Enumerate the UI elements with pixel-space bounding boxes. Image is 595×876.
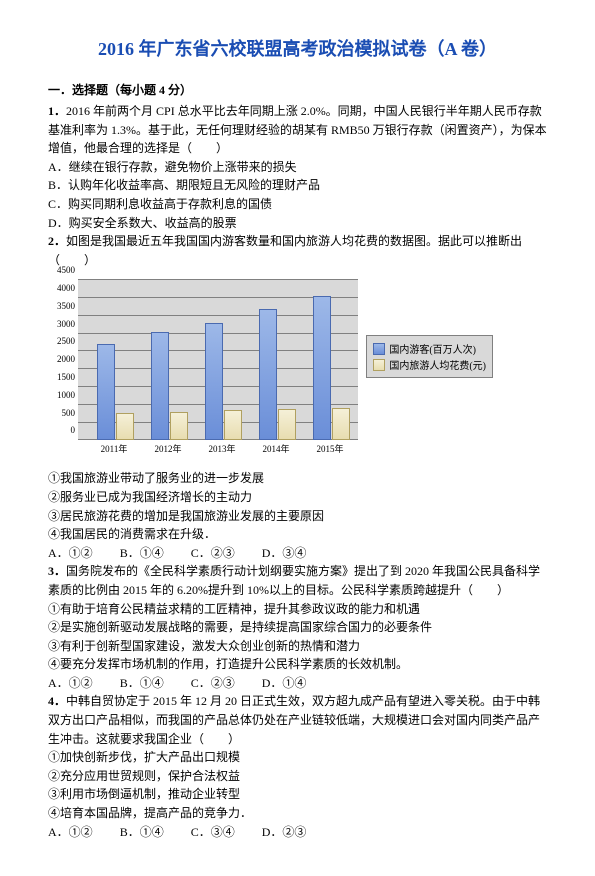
bar-series-a <box>205 323 223 441</box>
q4-c2: ②充分应用世贸规则，保护合法权益 <box>48 767 547 786</box>
y-tick-label: 1500 <box>57 372 75 382</box>
bar-series-b <box>224 410 242 440</box>
grid-line <box>78 279 358 280</box>
q2-c1: ①我国旅游业带动了服务业的进一步发展 <box>48 469 547 488</box>
y-tick-label: 0 <box>71 425 76 435</box>
q4-stem: 4．中韩自贸协定于 2015 年 12 月 20 日正式生效，双方超九成产品有望… <box>48 692 547 748</box>
q2-num: 2． <box>48 234 66 248</box>
q4-optA: A．①② <box>48 825 93 839</box>
y-axis: 050010001500200025003000350040004500 <box>48 280 78 440</box>
y-tick-label: 3500 <box>57 301 75 311</box>
bar-series-b <box>278 409 296 441</box>
q3-optA: A．①② <box>48 676 93 690</box>
bar-group <box>151 332 188 441</box>
bar-series-b <box>332 408 350 440</box>
q2-options: A．①② B．①④ C．②③ D．③④ <box>48 544 547 563</box>
q3-options: A．①② B．①④ C．②③ D．①④ <box>48 674 547 693</box>
y-tick-label: 2000 <box>57 354 75 364</box>
q3-c2: ②是实施创新驱动发展战略的需要，是持续提高国家综合国力的必要条件 <box>48 618 547 637</box>
legend-swatch-b-icon <box>373 359 385 371</box>
q3-optC: C．②③ <box>191 676 235 690</box>
y-tick-label: 3000 <box>57 319 75 329</box>
y-tick-label: 2500 <box>57 336 75 346</box>
page-title: 2016 年广东省六校联盟高考政治模拟试卷（A 卷） <box>48 35 547 61</box>
bar-group <box>97 344 134 440</box>
bar-chart: 050010001500200025003000350040004500 201… <box>48 275 493 465</box>
q2-c2: ②服务业已成为我国经济增长的主动力 <box>48 488 547 507</box>
bar-series-a <box>97 344 115 440</box>
q4-optC: C．③④ <box>191 825 235 839</box>
bar-series-a <box>151 332 169 441</box>
legend-label-a: 国内游客(百万人次) <box>389 341 476 356</box>
q3-text: 国务院发布的《全民科学素质行动计划纲要实施方案》提出了到 2020 年我国公民具… <box>48 564 540 597</box>
q1-num: 1． <box>48 104 66 118</box>
bar-series-a <box>259 309 277 441</box>
q4-optB: B．①④ <box>120 825 164 839</box>
q2-c4: ④我国居民的消费需求在升级． <box>48 525 547 544</box>
q2-text: 如图是我国最近五年我国国内游客数量和国内旅游人均花费的数据图。据此可以推断出（ … <box>48 234 522 267</box>
q4-num: 4． <box>48 694 66 708</box>
q3-c1: ①有助于培育公民精益求精的工匠精神，提升其参政议政的能力和机遇 <box>48 600 547 619</box>
q3-c3: ③有利于创新型国家建设，激发大众创业创新的热情和潜力 <box>48 637 547 656</box>
q4-c4: ④培育本国品牌，提高产品的竞争力． <box>48 804 547 823</box>
q4-options: A．①② B．①④ C．③④ D．②③ <box>48 823 547 842</box>
bar-series-b <box>170 412 188 441</box>
q2-stem: 2．如图是我国最近五年我国国内游客数量和国内旅游人均花费的数据图。据此可以推断出… <box>48 232 547 269</box>
q1-optA: A．继续在银行存款，避免物价上涨带来的损失 <box>48 158 547 177</box>
q4-text: 中韩自贸协定于 2015 年 12 月 20 日正式生效，双方超九成产品有望进入… <box>48 694 540 745</box>
x-tick-label: 2013年 <box>208 442 235 455</box>
x-tick-label: 2011年 <box>101 442 128 455</box>
q1-stem: 1．2016 年前两个月 CPI 总水平比去年同期上涨 2.0%。同期，中国人民… <box>48 102 547 158</box>
q2-optB: B．①④ <box>120 546 164 560</box>
plot-area <box>78 280 358 440</box>
exam-page: 2016 年广东省六校联盟高考政治模拟试卷（A 卷） 一．选择题（每小题 4 分… <box>0 0 595 876</box>
legend-item-a: 国内游客(百万人次) <box>373 341 486 356</box>
y-tick-label: 1000 <box>57 390 75 400</box>
legend-item-b: 国内旅游人均花费(元) <box>373 357 486 372</box>
x-tick-label: 2012年 <box>154 442 181 455</box>
legend-label-b: 国内旅游人均花费(元) <box>389 357 486 372</box>
q2-c3: ③居民旅游花费的增加是我国旅游业发展的主要原因 <box>48 507 547 526</box>
q3-num: 3． <box>48 564 66 578</box>
q3-stem: 3．国务院发布的《全民科学素质行动计划纲要实施方案》提出了到 2020 年我国公… <box>48 562 547 599</box>
bar-group <box>313 296 350 440</box>
q1-optD: D．购买安全系数大、收益高的股票 <box>48 214 547 233</box>
bar-series-a <box>313 296 331 440</box>
q4-optD: D．②③ <box>262 825 307 839</box>
x-tick-label: 2015年 <box>316 442 343 455</box>
bar-group <box>205 323 242 441</box>
chart-legend: 国内游客(百万人次) 国内旅游人均花费(元) <box>366 335 493 378</box>
q3-c4: ④要充分发挥市场机制的作用，打造提升公民科学素质的长效机制。 <box>48 655 547 674</box>
q4-c1: ①加快创新步伐，扩大产品出口规模 <box>48 748 547 767</box>
x-tick-label: 2014年 <box>262 442 289 455</box>
q2-optD: D．③④ <box>262 546 307 560</box>
q2-optA: A．①② <box>48 546 93 560</box>
q3-optD: D．①④ <box>262 676 307 690</box>
q2-optC: C．②③ <box>191 546 235 560</box>
y-tick-label: 500 <box>62 408 76 418</box>
bar-group <box>259 309 296 441</box>
y-tick-label: 4500 <box>57 265 75 275</box>
bar-series-b <box>116 413 134 441</box>
q1-optB: B．认购年化收益率高、期限短且无风险的理财产品 <box>48 176 547 195</box>
q4-c3: ③利用市场倒逼机制，推动企业转型 <box>48 785 547 804</box>
q1-optC: C．购买同期利息收益高于存款利息的国债 <box>48 195 547 214</box>
section-heading: 一．选择题（每小题 4 分） <box>48 81 547 98</box>
y-tick-label: 4000 <box>57 283 75 293</box>
q1-text: 2016 年前两个月 CPI 总水平比去年同期上涨 2.0%。同期，中国人民银行… <box>48 104 547 155</box>
legend-swatch-a-icon <box>373 343 385 355</box>
q3-optB: B．①④ <box>120 676 164 690</box>
